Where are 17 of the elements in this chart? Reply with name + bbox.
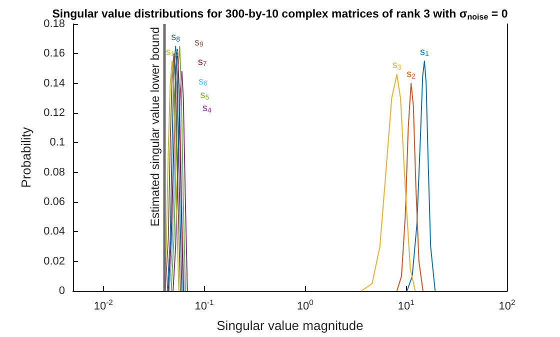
line-series: [166, 46, 182, 292]
y-tick-label: 0.18: [44, 18, 65, 30]
y-tick-label: 0.16: [44, 48, 65, 60]
y-tick-label: 0.12: [44, 107, 65, 119]
x-axis-title: Singular value magnitude: [216, 318, 364, 333]
y-tick-label: 0.02: [44, 255, 65, 268]
y-tick-label: 0.14: [44, 77, 65, 90]
line-series: [170, 46, 186, 292]
line-series: [168, 48, 184, 292]
ref-line-label: Estimated singular value lower bound: [148, 27, 162, 226]
y-tick-label: 0.08: [44, 166, 65, 178]
y-tick-label: 0: [58, 285, 65, 297]
y-axis-title: Probability: [18, 126, 34, 188]
line-series: [164, 60, 180, 292]
y-tick-label: 0.1: [50, 136, 65, 149]
y-tick-label: 0.04: [44, 226, 65, 238]
y-tick-label: 0.06: [44, 196, 65, 208]
